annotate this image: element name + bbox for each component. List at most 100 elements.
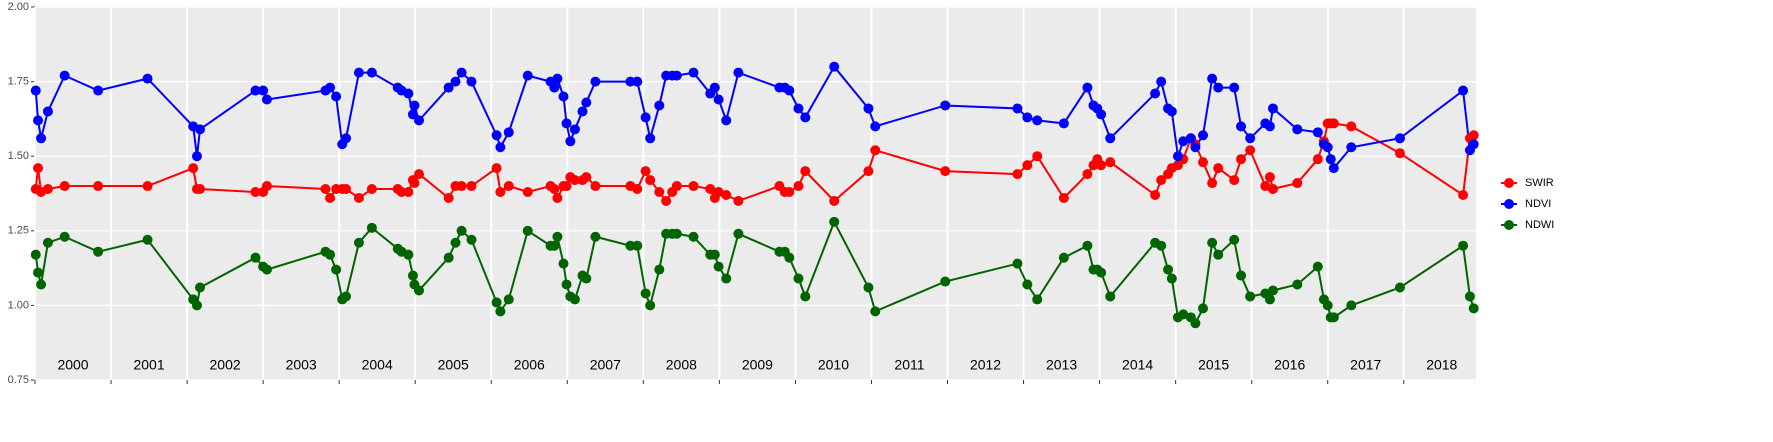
data-point — [549, 82, 560, 93]
data-point — [261, 264, 272, 275]
period-label: 2011 — [894, 357, 924, 373]
data-point — [577, 106, 588, 117]
legend-marker — [1504, 199, 1514, 209]
data-point — [466, 181, 477, 192]
data-point — [640, 112, 651, 123]
data-point — [258, 85, 269, 96]
data-point — [625, 76, 636, 87]
y-tick-label: 1.25 — [8, 225, 29, 237]
data-point — [403, 249, 414, 260]
data-point — [1198, 130, 1209, 141]
data-point — [569, 175, 580, 186]
data-point — [549, 184, 560, 195]
data-point — [1096, 160, 1107, 171]
data-point — [1198, 157, 1209, 168]
data-point — [450, 76, 461, 87]
data-point — [1012, 103, 1023, 114]
data-point — [1229, 234, 1240, 245]
data-point — [940, 100, 951, 111]
data-point — [654, 264, 665, 275]
data-point — [1032, 151, 1043, 162]
y-tick-label: 2.00 — [8, 1, 29, 13]
data-point — [733, 67, 744, 78]
period-label: 2004 — [362, 357, 393, 373]
period-label: 2015 — [1198, 357, 1229, 373]
data-point — [688, 231, 699, 242]
data-point — [1229, 82, 1240, 93]
data-point — [261, 94, 272, 105]
data-point — [1082, 82, 1093, 93]
data-point — [561, 181, 572, 192]
data-point — [341, 291, 352, 302]
data-point — [558, 258, 569, 269]
data-point — [565, 136, 576, 147]
data-point — [863, 166, 874, 177]
data-point — [1312, 154, 1323, 165]
data-point — [654, 187, 665, 198]
data-point — [414, 115, 425, 126]
data-point — [1322, 300, 1333, 311]
data-point — [495, 142, 506, 153]
data-point — [1022, 112, 1033, 123]
data-point — [1207, 73, 1218, 84]
data-point — [1245, 145, 1256, 156]
data-point — [1346, 142, 1357, 153]
data-point — [250, 187, 261, 198]
data-point — [632, 184, 643, 195]
data-point — [36, 133, 47, 144]
data-point — [721, 115, 732, 126]
period-label: 2013 — [1046, 357, 1077, 373]
data-point — [671, 181, 682, 192]
data-point — [870, 121, 881, 132]
data-point — [93, 246, 104, 257]
data-point — [353, 67, 364, 78]
data-point — [1022, 279, 1033, 290]
data-point — [366, 67, 377, 78]
data-point — [341, 133, 352, 144]
data-point — [1156, 240, 1167, 251]
data-point — [581, 97, 592, 108]
data-point — [195, 184, 206, 195]
data-point — [1312, 261, 1323, 272]
data-point — [1105, 157, 1116, 168]
data-point — [353, 237, 364, 248]
data-point — [1032, 294, 1043, 305]
data-point — [1105, 133, 1116, 144]
data-point — [569, 294, 580, 305]
data-point — [325, 249, 336, 260]
data-point — [522, 70, 533, 81]
data-point — [466, 234, 477, 245]
data-point — [1236, 154, 1247, 165]
data-point — [1058, 192, 1069, 203]
data-point — [1292, 279, 1303, 290]
data-point — [793, 273, 804, 284]
data-point — [261, 181, 272, 192]
data-point — [640, 288, 651, 299]
data-point — [495, 306, 506, 317]
data-point — [503, 181, 514, 192]
data-point — [1292, 124, 1303, 135]
data-point — [590, 181, 601, 192]
data-point — [414, 285, 425, 296]
data-point — [1096, 109, 1107, 120]
data-point — [450, 237, 461, 248]
data-point — [1236, 270, 1247, 281]
data-point — [353, 192, 364, 203]
data-point — [1267, 184, 1278, 195]
data-point — [940, 276, 951, 287]
data-point — [195, 124, 206, 135]
data-point — [1207, 237, 1218, 248]
data-point — [793, 181, 804, 192]
legend-label: NDWI — [1525, 219, 1554, 231]
y-tick-label: 1.50 — [8, 150, 29, 162]
data-point — [558, 91, 569, 102]
data-point — [93, 181, 104, 192]
data-point — [1190, 142, 1201, 153]
data-point — [721, 189, 732, 200]
data-point — [396, 187, 407, 198]
data-point — [1012, 169, 1023, 180]
data-point — [195, 282, 206, 293]
data-point — [688, 67, 699, 78]
data-point — [1322, 142, 1333, 153]
data-point — [403, 88, 414, 99]
